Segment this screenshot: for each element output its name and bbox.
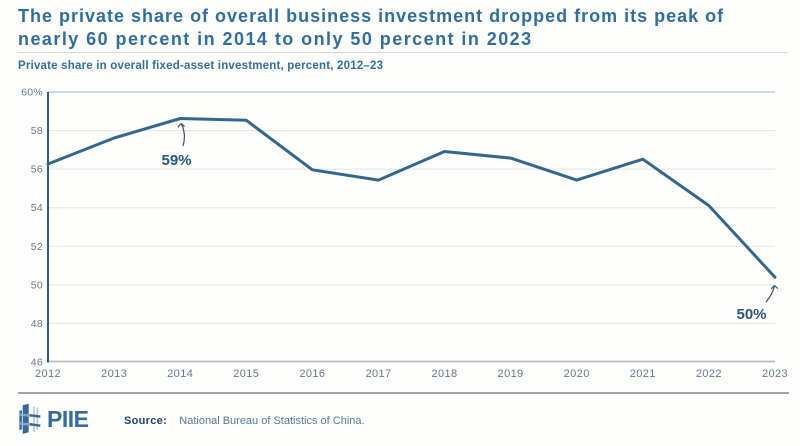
svg-text:56: 56	[31, 164, 43, 176]
svg-text:2016: 2016	[299, 368, 325, 380]
svg-text:2012: 2012	[35, 368, 61, 380]
svg-text:60%: 60%	[21, 87, 43, 99]
svg-text:2020: 2020	[564, 368, 590, 380]
svg-text:2023: 2023	[762, 368, 788, 380]
svg-text:2013: 2013	[101, 368, 127, 380]
svg-text:2019: 2019	[498, 368, 524, 380]
svg-text:50: 50	[31, 279, 43, 291]
svg-text:2018: 2018	[431, 368, 457, 380]
svg-text:46: 46	[31, 357, 43, 369]
svg-text:54: 54	[31, 202, 43, 214]
svg-text:2022: 2022	[696, 368, 722, 380]
svg-text:52: 52	[31, 241, 43, 253]
svg-text:48: 48	[31, 318, 43, 330]
svg-text:50%: 50%	[736, 306, 766, 323]
svg-text:2014: 2014	[167, 368, 193, 380]
svg-text:2017: 2017	[365, 368, 391, 380]
svg-text:58: 58	[31, 125, 43, 137]
svg-text:59%: 59%	[161, 152, 191, 169]
svg-text:2021: 2021	[630, 368, 656, 380]
svg-text:2015: 2015	[233, 368, 259, 380]
